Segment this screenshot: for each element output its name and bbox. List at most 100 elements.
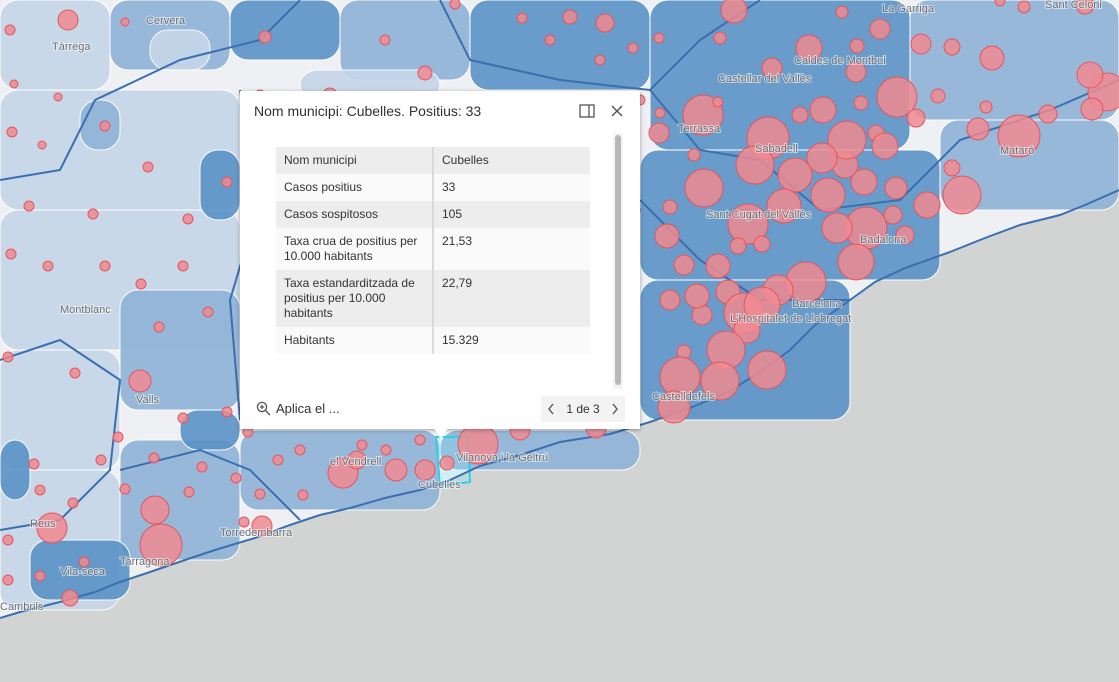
case-bubble[interactable] bbox=[1076, 61, 1104, 89]
case-bubble[interactable] bbox=[449, 0, 461, 10]
case-bubble[interactable] bbox=[61, 589, 79, 607]
case-bubble[interactable] bbox=[6, 126, 18, 138]
case-bubble[interactable] bbox=[827, 120, 867, 160]
case-bubble[interactable] bbox=[414, 459, 436, 481]
case-bubble[interactable] bbox=[148, 452, 160, 464]
case-bubble[interactable] bbox=[654, 107, 666, 119]
case-bubble[interactable] bbox=[28, 458, 40, 470]
case-bubble[interactable] bbox=[713, 31, 727, 45]
case-bubble[interactable] bbox=[733, 316, 761, 344]
municipality-area[interactable] bbox=[0, 439, 31, 501]
case-bubble[interactable] bbox=[871, 132, 899, 160]
case-bubble[interactable] bbox=[36, 512, 68, 544]
case-bubble[interactable] bbox=[78, 556, 90, 568]
case-bubble[interactable] bbox=[729, 237, 747, 255]
case-bubble[interactable] bbox=[943, 159, 961, 177]
case-bubble[interactable] bbox=[979, 45, 1005, 71]
case-bubble[interactable] bbox=[966, 117, 990, 141]
municipality-area[interactable] bbox=[469, 0, 651, 91]
case-bubble[interactable] bbox=[682, 94, 724, 136]
case-bubble[interactable] bbox=[845, 61, 867, 83]
case-bubble[interactable] bbox=[761, 57, 783, 79]
case-bubble[interactable] bbox=[735, 145, 775, 185]
case-bubble[interactable] bbox=[810, 177, 846, 213]
case-bubble[interactable] bbox=[34, 570, 46, 582]
case-bubble[interactable] bbox=[997, 114, 1041, 158]
case-bubble[interactable] bbox=[139, 523, 183, 567]
case-bubble[interactable] bbox=[720, 0, 748, 24]
municipality-area[interactable] bbox=[179, 409, 241, 451]
case-bubble[interactable] bbox=[95, 454, 107, 466]
municipality-area[interactable] bbox=[199, 149, 241, 221]
case-bubble[interactable] bbox=[876, 76, 918, 118]
case-bubble[interactable] bbox=[4, 24, 16, 36]
case-bubble[interactable] bbox=[930, 88, 946, 104]
case-bubble[interactable] bbox=[99, 120, 111, 132]
case-bubble[interactable] bbox=[795, 34, 823, 62]
case-bubble[interactable] bbox=[657, 390, 691, 424]
dock-button[interactable] bbox=[577, 101, 597, 121]
case-bubble[interactable] bbox=[791, 106, 809, 124]
case-bubble[interactable] bbox=[869, 18, 891, 40]
case-bubble[interactable] bbox=[853, 95, 869, 111]
case-bubble[interactable] bbox=[128, 369, 152, 393]
municipality-area[interactable] bbox=[339, 0, 471, 81]
case-bubble[interactable] bbox=[254, 488, 266, 500]
case-bubble[interactable] bbox=[662, 199, 678, 215]
case-bubble[interactable] bbox=[356, 439, 368, 451]
case-bubble[interactable] bbox=[994, 0, 1006, 7]
case-bubble[interactable] bbox=[119, 483, 131, 495]
case-bubble[interactable] bbox=[705, 253, 731, 279]
case-bubble[interactable] bbox=[1017, 0, 1031, 14]
municipality-area[interactable] bbox=[149, 29, 211, 71]
next-feature-button[interactable] bbox=[611, 403, 619, 415]
case-bubble[interactable] bbox=[379, 34, 391, 46]
case-bubble[interactable] bbox=[384, 458, 408, 482]
case-bubble[interactable] bbox=[712, 96, 724, 108]
case-bubble[interactable] bbox=[835, 5, 849, 19]
popup-scrollbar[interactable] bbox=[613, 133, 623, 389]
case-bubble[interactable] bbox=[34, 484, 46, 496]
case-bubble[interactable] bbox=[57, 9, 79, 31]
case-bubble[interactable] bbox=[347, 450, 367, 470]
case-bubble[interactable] bbox=[850, 168, 878, 196]
case-bubble[interactable] bbox=[2, 574, 14, 586]
case-bubble[interactable] bbox=[913, 191, 941, 219]
close-button[interactable] bbox=[607, 101, 627, 121]
case-bubble[interactable] bbox=[53, 92, 63, 102]
case-bubble[interactable] bbox=[1080, 97, 1104, 121]
case-bubble[interactable] bbox=[272, 454, 284, 466]
case-bubble[interactable] bbox=[87, 208, 99, 220]
case-bubble[interactable] bbox=[380, 444, 392, 456]
case-bubble[interactable] bbox=[294, 444, 306, 456]
case-bubble[interactable] bbox=[153, 321, 165, 333]
case-bubble[interactable] bbox=[183, 486, 195, 498]
case-bubble[interactable] bbox=[544, 34, 556, 46]
case-bubble[interactable] bbox=[69, 367, 81, 379]
case-bubble[interactable] bbox=[895, 225, 915, 245]
zoom-to-button[interactable]: Aplica el ... bbox=[256, 401, 340, 416]
case-bubble[interactable] bbox=[906, 108, 926, 128]
case-bubble[interactable] bbox=[258, 30, 272, 44]
case-bubble[interactable] bbox=[595, 13, 615, 33]
case-bubble[interactable] bbox=[2, 351, 14, 363]
case-bubble[interactable] bbox=[37, 140, 47, 150]
case-bubble[interactable] bbox=[297, 489, 309, 501]
case-bubble[interactable] bbox=[177, 260, 189, 272]
case-bubble[interactable] bbox=[821, 212, 853, 244]
case-bubble[interactable] bbox=[414, 434, 426, 446]
case-bubble[interactable] bbox=[700, 361, 740, 401]
municipality-area[interactable] bbox=[229, 0, 341, 61]
case-bubble[interactable] bbox=[238, 516, 250, 528]
case-bubble[interactable] bbox=[659, 289, 681, 311]
case-bubble[interactable] bbox=[230, 472, 242, 484]
scrollbar-thumb[interactable] bbox=[615, 135, 621, 385]
case-bubble[interactable] bbox=[112, 431, 124, 443]
case-bubble[interactable] bbox=[883, 205, 903, 225]
case-bubble[interactable] bbox=[648, 122, 670, 144]
case-bubble[interactable] bbox=[884, 176, 908, 200]
case-bubble[interactable] bbox=[1038, 104, 1058, 124]
case-bubbles[interactable] bbox=[2, 0, 1119, 607]
case-bubble[interactable] bbox=[562, 9, 578, 25]
case-bubble[interactable] bbox=[251, 515, 273, 537]
